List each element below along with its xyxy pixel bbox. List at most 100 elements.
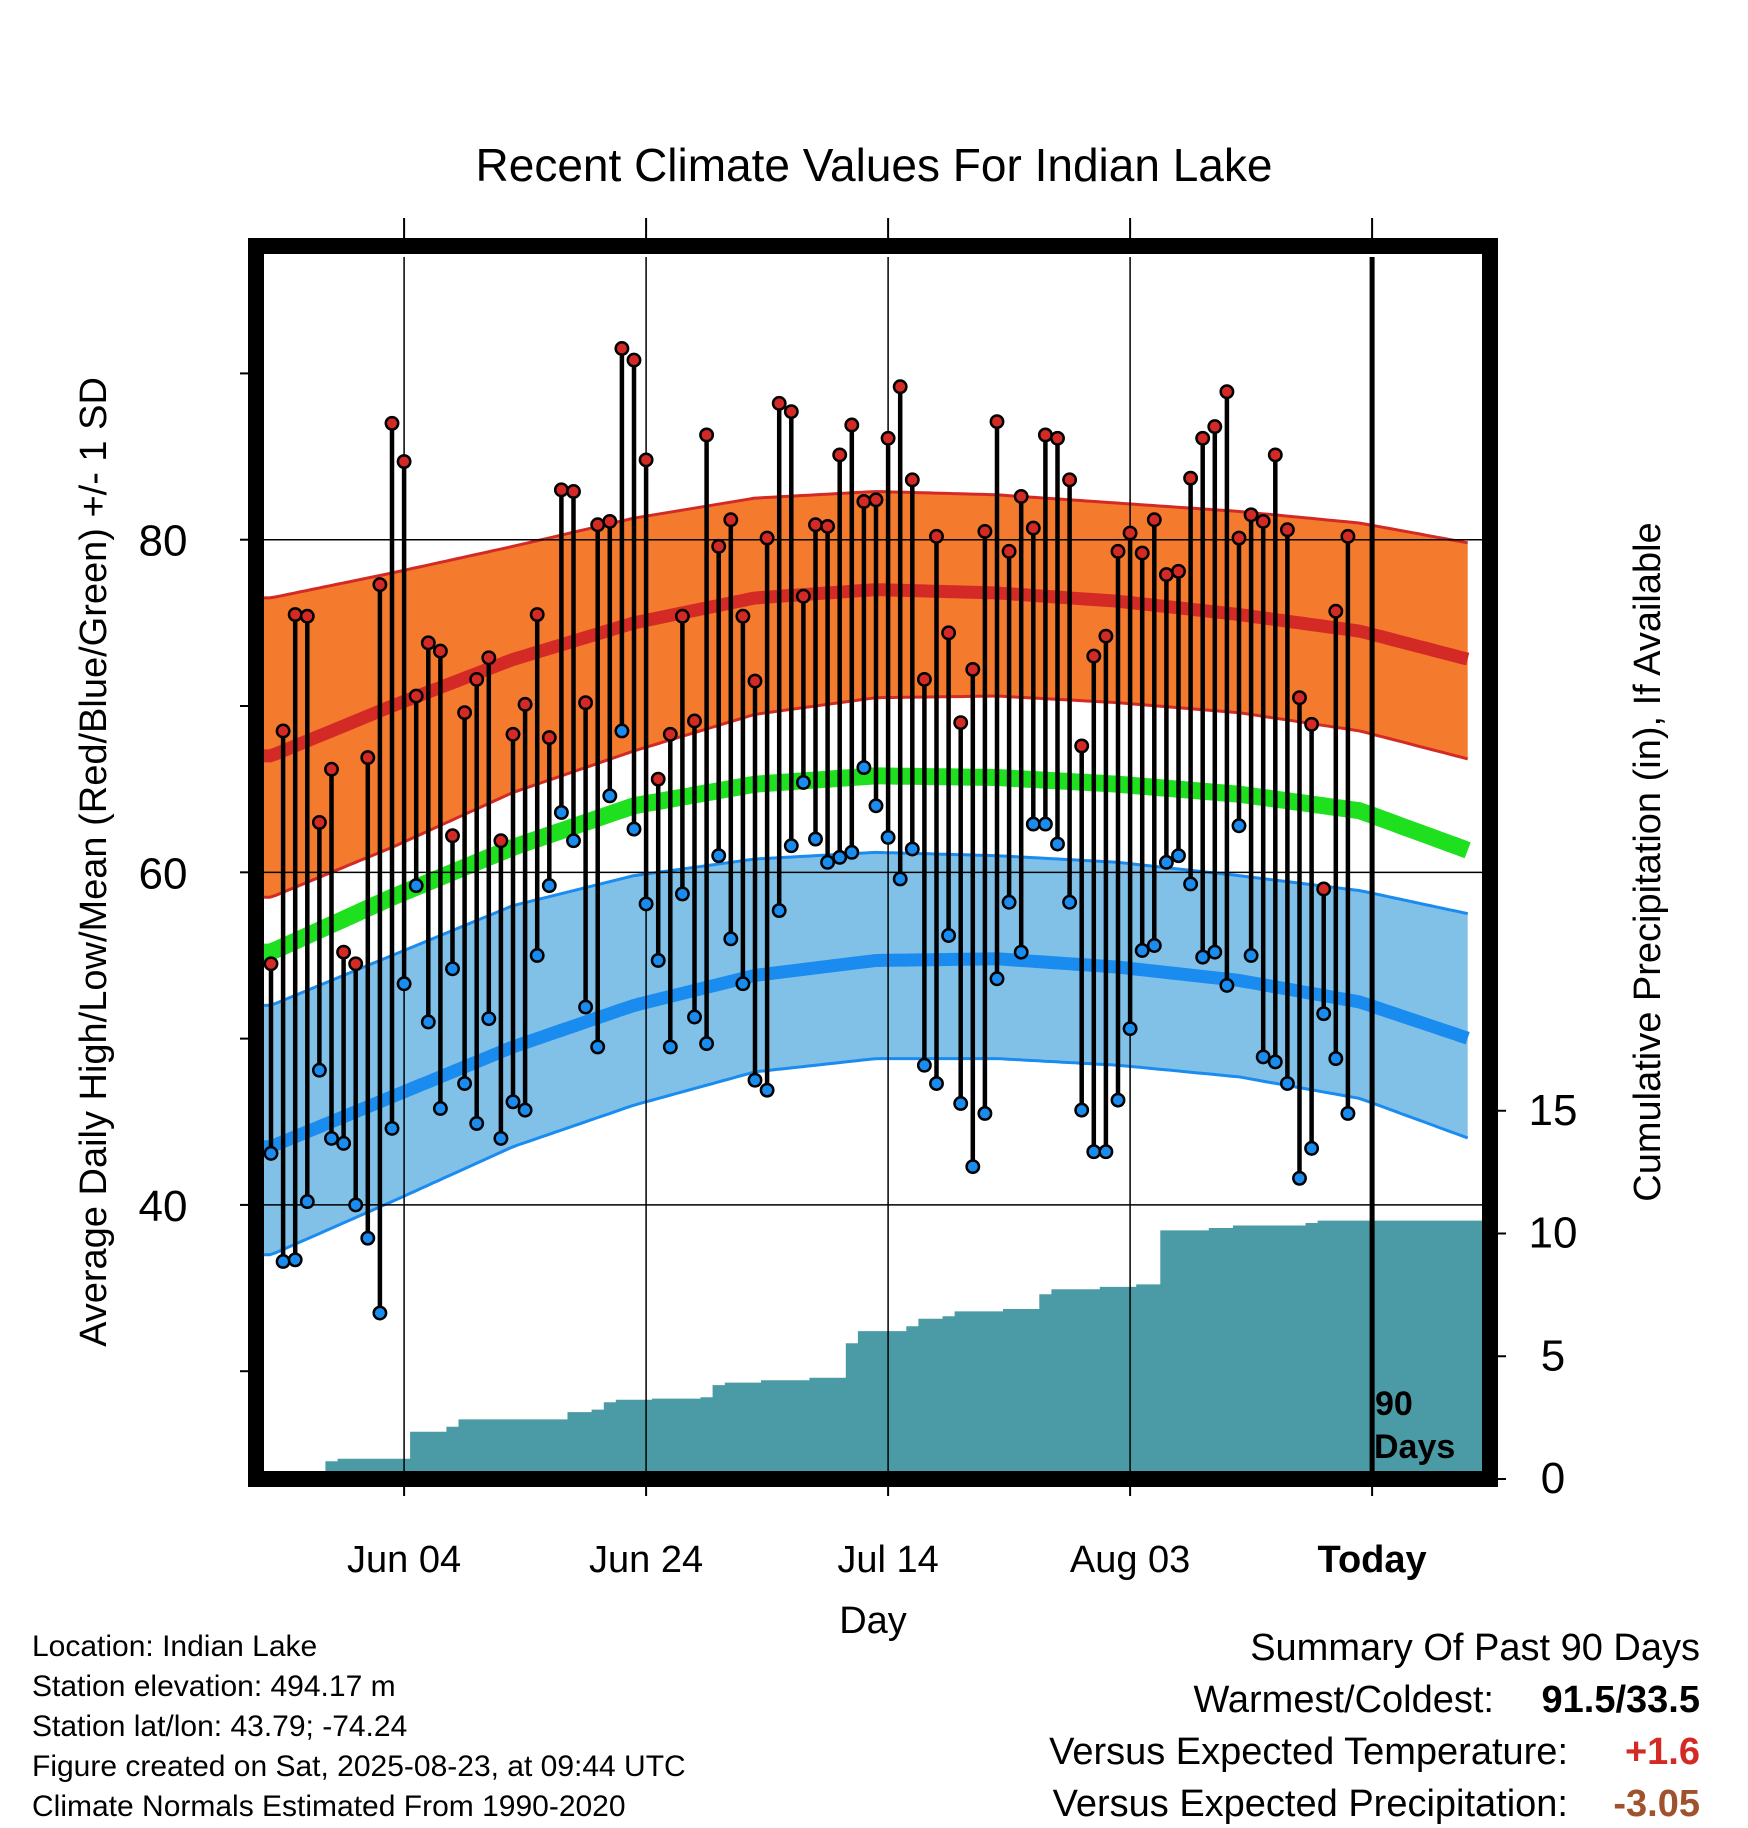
- daily-low-point: [977, 1106, 993, 1121]
- daily-low-point: [783, 838, 799, 854]
- info-normals: Climate Normals Estimated From 1990-2020: [32, 1790, 626, 1823]
- daily-low-point: [287, 1252, 303, 1268]
- daily-high-point: [965, 661, 981, 677]
- daily-low-point: [1158, 854, 1174, 870]
- daily-low-point: [336, 1135, 352, 1151]
- daily-high-point: [566, 484, 581, 499]
- daily-low-point: [1207, 944, 1223, 960]
- daily-low-point: [578, 999, 594, 1015]
- daily-high-point: [771, 395, 787, 411]
- daily-high-point: [299, 608, 315, 624]
- daily-high-point: [517, 696, 533, 712]
- daily-high-point: [795, 588, 811, 604]
- daily-low-point: [1279, 1076, 1295, 1091]
- daily-low-point: [529, 948, 545, 963]
- daily-high-point: [1195, 430, 1211, 446]
- daily-high-point: [1304, 716, 1320, 732]
- daily-low-point: [1037, 816, 1053, 832]
- daily-high-point: [264, 956, 279, 972]
- y2-tick-label-5: 5: [1541, 1331, 1565, 1380]
- daily-low-point: [348, 1197, 364, 1213]
- daily-low-point: [795, 775, 811, 790]
- daily-high-point: [650, 771, 666, 787]
- daily-high-point: [1207, 419, 1223, 435]
- daily-high-point: [1292, 690, 1307, 706]
- daily-low-point: [1243, 948, 1259, 963]
- daily-high-point: [735, 608, 751, 624]
- daily-high-point: [626, 352, 642, 368]
- daily-low-point: [1340, 1106, 1356, 1121]
- daily-low-point: [808, 831, 823, 847]
- daily-high-point: [892, 379, 908, 395]
- x-axis-label: Day: [839, 1600, 907, 1642]
- daily-high-point: [408, 688, 424, 704]
- y-tick-label-40: 40: [139, 1182, 188, 1231]
- daily-high-point: [590, 517, 606, 533]
- daily-high-point: [1098, 628, 1114, 644]
- daily-low-point: [602, 788, 618, 804]
- daily-high-point: [1062, 472, 1078, 488]
- daily-low-point: [989, 971, 1005, 987]
- daily-high-point: [469, 671, 485, 687]
- daily-low-point: [566, 833, 581, 849]
- daily-low-point: [904, 841, 920, 857]
- daily-low-point: [1231, 818, 1247, 834]
- daily-high-point: [324, 761, 339, 777]
- summary-temp-value: +1.6: [1625, 1731, 1700, 1773]
- daily-high-point: [1219, 384, 1235, 400]
- daily-high-point: [1037, 427, 1053, 443]
- daily-low-point: [1183, 876, 1199, 892]
- daily-low-point: [1025, 816, 1041, 832]
- daily-high-point: [699, 427, 715, 443]
- x-tick-label-1: Jun 24: [589, 1539, 703, 1581]
- daily-high-point: [1183, 470, 1199, 486]
- daily-high-point: [687, 713, 702, 729]
- daily-high-point: [711, 538, 727, 554]
- daily-high-point: [348, 956, 364, 972]
- summary-warm-cold-value: 91.5/33.5: [1542, 1679, 1700, 1721]
- summary-title: Summary Of Past 90 Days: [1250, 1627, 1700, 1669]
- daily-low-point: [699, 1036, 715, 1052]
- daily-low-point: [311, 1062, 327, 1078]
- daily-high-point: [1255, 513, 1271, 529]
- daily-low-point: [687, 1009, 702, 1025]
- daily-high-point: [856, 494, 872, 509]
- daily-range-bars: [264, 341, 1356, 1321]
- daily-low-point: [953, 1096, 969, 1111]
- daily-low-point: [941, 928, 957, 943]
- daily-high-point: [384, 415, 400, 431]
- daily-low-point: [880, 829, 896, 845]
- daily-low-point: [674, 886, 690, 902]
- daily-low-point: [1122, 1021, 1138, 1037]
- daily-low-point: [1146, 938, 1162, 953]
- daily-low-point: [275, 1254, 291, 1269]
- daily-low-point: [1050, 836, 1065, 852]
- daily-high-point: [723, 512, 739, 528]
- daily-low-point: [505, 1094, 521, 1110]
- summary-warm-cold-label: Warmest/Coldest:: [1193, 1679, 1494, 1721]
- info-latlon: Station lat/lon: 43.79; -74.24: [32, 1710, 407, 1743]
- x-tick-label-3: Aug 03: [1070, 1539, 1190, 1581]
- daily-low-point: [759, 1082, 775, 1098]
- daily-low-point: [1134, 943, 1150, 958]
- daily-high-point: [457, 705, 473, 721]
- daily-high-point: [445, 828, 460, 844]
- daily-low-point: [1086, 1144, 1102, 1160]
- cumulative-precip-area: [264, 1220, 1482, 1471]
- daily-low-point: [723, 931, 739, 947]
- daily-high-point: [747, 673, 763, 689]
- daily-high-point: [953, 715, 969, 731]
- daily-high-point: [1110, 543, 1126, 559]
- daily-low-point: [1255, 1049, 1271, 1065]
- daily-high-point: [553, 482, 569, 498]
- daily-low-point: [1304, 1140, 1320, 1156]
- daily-high-point: [396, 454, 412, 470]
- daily-low-point: [432, 1101, 448, 1116]
- daily-low-point: [916, 1057, 932, 1073]
- daily-low-point: [541, 878, 557, 894]
- daily-low-point: [638, 896, 654, 912]
- daily-low-point: [662, 1039, 678, 1055]
- daily-high-point: [275, 723, 291, 739]
- daily-high-point: [360, 750, 376, 766]
- daily-low-point: [457, 1076, 473, 1091]
